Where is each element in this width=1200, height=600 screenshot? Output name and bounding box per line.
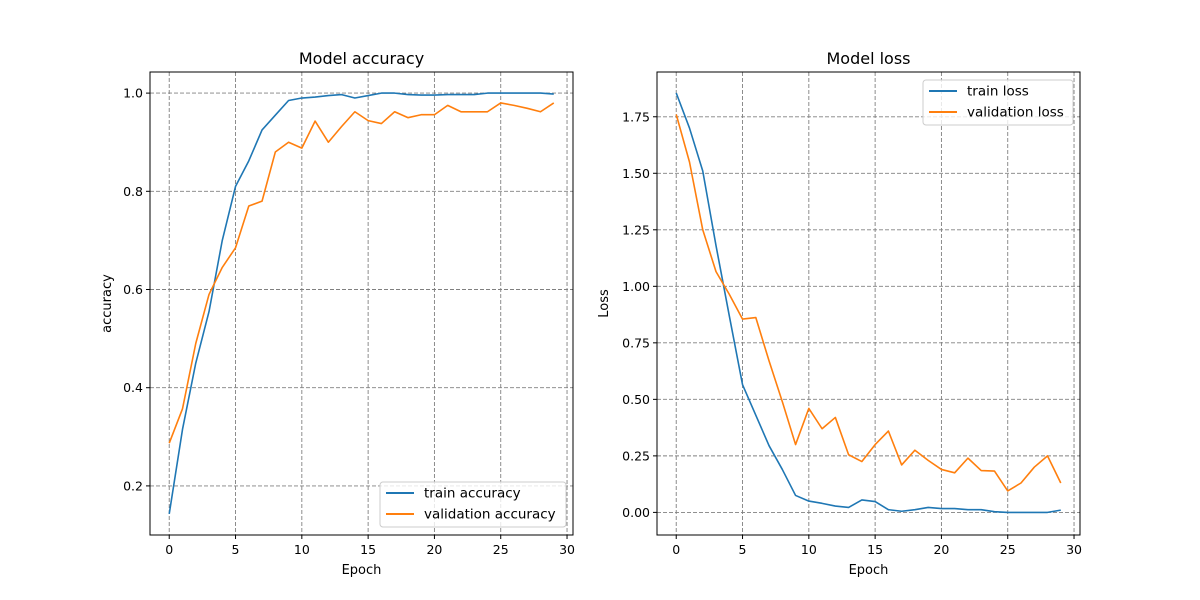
plot-frame	[656, 71, 1081, 536]
x-tick-label: 20	[933, 542, 949, 557]
x-tick-label: 25	[493, 542, 509, 557]
x-axis-label: Epoch	[849, 563, 889, 578]
series-line-train-loss	[675, 92, 1061, 514]
x-tick-label: 15	[867, 542, 883, 557]
y-tick-label: 1.25	[622, 222, 650, 237]
legend-label-train-loss: train loss	[967, 84, 1029, 100]
y-tick-label: 0.2	[123, 478, 143, 493]
plot-area	[150, 72, 573, 535]
legend: train accuracy validation accuracy	[379, 481, 567, 528]
legend-label-validation-accuracy: validation accuracy	[424, 507, 556, 523]
series-line-train-accuracy	[168, 92, 554, 515]
loss-chart-panel: 0 5 10 15 20 25 30 0.00 0.25 0.50 0.75 1.00 1.25 1.50…	[597, 49, 1082, 578]
x-tick-label: 30	[559, 542, 575, 557]
x-tick-label: 5	[739, 542, 747, 557]
y-tick-label: 1.50	[622, 166, 650, 181]
series-line-validation-loss	[675, 114, 1062, 492]
y-tick-label: 0.75	[622, 335, 650, 350]
chart-title: Model accuracy	[299, 49, 424, 68]
y-tick-label: 1.75	[622, 109, 650, 124]
grid-lines	[657, 72, 1080, 535]
legend-box	[379, 481, 567, 528]
x-tick-label: 5	[232, 542, 240, 557]
y-tick-label: 0.6	[123, 282, 143, 297]
y-axis-label: accuracy	[100, 274, 115, 333]
y-axis-label: Loss	[597, 289, 612, 318]
y-tick-label: 0.00	[622, 505, 650, 520]
y-tick-label: 1.00	[622, 279, 650, 294]
x-tick-label: 15	[360, 542, 376, 557]
x-tick-label: 10	[294, 542, 310, 557]
y-tick-label: 0.50	[622, 392, 650, 407]
chart-title: Model loss	[826, 49, 910, 68]
plot-frame	[149, 71, 574, 536]
grid-lines	[150, 72, 573, 535]
legend-label-validation-loss: validation loss	[967, 105, 1064, 121]
x-tick-label: 10	[801, 542, 817, 557]
y-tick-label: 1.0	[123, 86, 143, 101]
ticks: 0 5 10 15 20 25 30 0.2 0.4 0.6 0.8 1.0	[123, 86, 575, 557]
x-axis-label: Epoch	[342, 563, 382, 578]
ticks: 0 5 10 15 20 25 30 0.00 0.25 0.50 0.75 1.00 1.25 1.50…	[622, 109, 1082, 557]
plot-area	[657, 72, 1080, 535]
legend-box	[922, 79, 1074, 126]
y-tick-label: 0.8	[123, 184, 143, 199]
x-tick-label: 25	[1000, 542, 1016, 557]
series-lines	[168, 92, 555, 515]
x-tick-label: 20	[426, 542, 442, 557]
y-tick-label: 0.4	[123, 380, 143, 395]
x-tick-label: 30	[1066, 542, 1082, 557]
legend-label-train-accuracy: train accuracy	[424, 486, 521, 502]
x-tick-label: 0	[672, 542, 680, 557]
accuracy-chart-panel: 0 5 10 15 20 25 30 0.2 0.4 0.6 0.8 1.0 Model accura…	[100, 49, 575, 578]
legend: train loss validation loss	[922, 79, 1074, 126]
series-lines	[675, 92, 1062, 514]
x-tick-label: 0	[165, 542, 173, 557]
y-tick-label: 0.25	[622, 448, 650, 463]
series-line-validation-accuracy	[168, 102, 555, 444]
